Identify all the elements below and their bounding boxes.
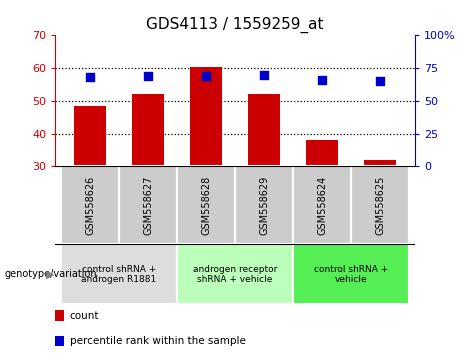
Point — [144, 73, 152, 79]
Bar — [306, 140, 338, 166]
Bar — [55, 336, 65, 346]
Bar — [61, 244, 177, 304]
Bar — [293, 166, 351, 244]
Bar — [351, 166, 409, 244]
Point — [260, 72, 268, 78]
Text: GSM558628: GSM558628 — [201, 176, 211, 235]
Text: GSM558626: GSM558626 — [85, 176, 95, 235]
Point — [319, 77, 326, 83]
Bar — [177, 166, 235, 244]
Text: ▶: ▶ — [46, 269, 54, 279]
Text: control shRNA +
vehicle: control shRNA + vehicle — [314, 265, 388, 284]
Point — [202, 73, 210, 79]
Text: GSM558627: GSM558627 — [143, 176, 153, 235]
Text: GSM558625: GSM558625 — [375, 176, 385, 235]
Bar — [235, 166, 293, 244]
Bar — [61, 166, 119, 244]
Text: androgen receptor
shRNA + vehicle: androgen receptor shRNA + vehicle — [193, 265, 278, 284]
Bar — [119, 166, 177, 244]
Point — [377, 79, 384, 84]
Text: GSM558629: GSM558629 — [259, 176, 269, 235]
Text: GSM558624: GSM558624 — [317, 176, 327, 235]
Bar — [74, 106, 106, 166]
Bar — [177, 244, 293, 304]
Point — [86, 74, 94, 80]
Text: percentile rank within the sample: percentile rank within the sample — [70, 336, 246, 346]
Text: count: count — [70, 311, 99, 321]
Text: genotype/variation: genotype/variation — [5, 269, 97, 279]
Bar — [55, 310, 65, 321]
Bar — [248, 95, 280, 166]
Bar — [364, 160, 396, 166]
Bar — [132, 95, 164, 166]
Title: GDS4113 / 1559259_at: GDS4113 / 1559259_at — [146, 16, 324, 33]
Bar — [190, 67, 222, 166]
Text: control shRNA +
androgen R1881: control shRNA + androgen R1881 — [82, 265, 157, 284]
Bar — [293, 244, 409, 304]
